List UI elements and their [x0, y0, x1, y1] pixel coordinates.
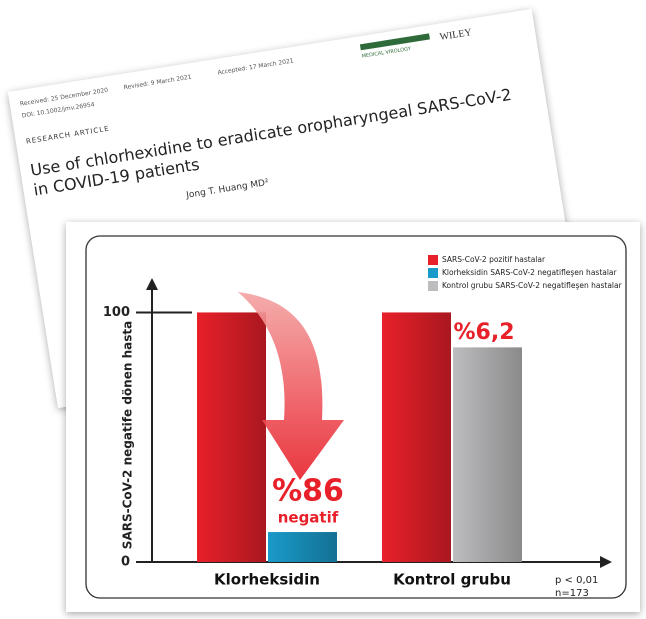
- y-tick-label: 0: [121, 555, 130, 570]
- note: n=173: [555, 588, 589, 599]
- infographic: Received: 25 December 2020 Revised: 9 Ma…: [0, 0, 646, 619]
- x-tick-label: Kontrol grubu: [393, 571, 511, 589]
- legend-swatch: [428, 281, 438, 291]
- bar-shade: [197, 312, 266, 562]
- bar-shade: [382, 312, 451, 562]
- annotation: %6,2: [453, 320, 514, 345]
- y-axis-label: SARS-CoV-2 negatife dönen hasta: [121, 321, 135, 549]
- y-tick-label: 100: [103, 305, 130, 320]
- bar-shade: [268, 532, 337, 562]
- legend-swatch: [428, 255, 438, 265]
- legend-label: Kontrol grubu SARS-CoV-2 negatifleşen ha…: [442, 281, 623, 290]
- annotation: negatif: [278, 509, 339, 527]
- legend-swatch: [428, 268, 438, 278]
- legend-label: Klorheksidin SARS-CoV-2 negatifleşen has…: [442, 268, 618, 277]
- annotation: %86: [272, 474, 344, 509]
- legend-label: SARS-CoV-2 pozitif hastalar: [442, 255, 546, 264]
- note: p < 0,01: [555, 575, 598, 586]
- bar-shade: [453, 347, 522, 562]
- x-tick-label: Klorheksidin: [214, 571, 320, 589]
